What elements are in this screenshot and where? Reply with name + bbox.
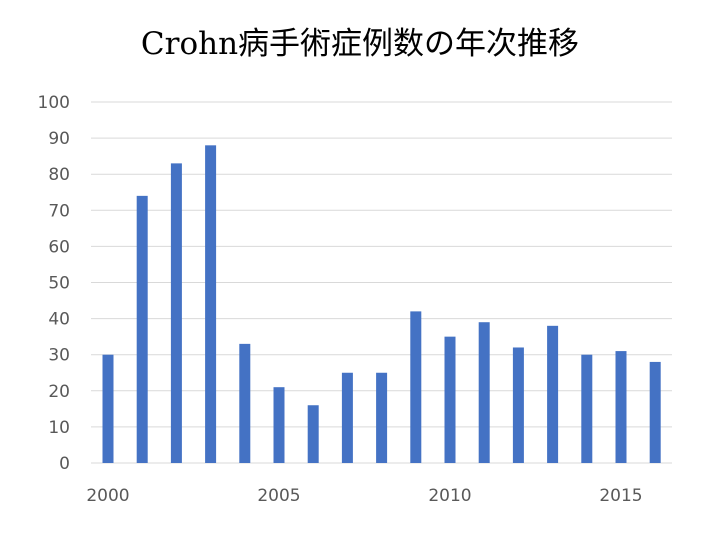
bar-2006 bbox=[307, 405, 319, 463]
y-tick-label: 60 bbox=[48, 237, 70, 257]
x-tick-label: 2010 bbox=[428, 486, 471, 506]
bar-2008 bbox=[376, 372, 388, 463]
bar-2014 bbox=[581, 354, 593, 463]
y-tick-label: 80 bbox=[48, 165, 70, 185]
x-axis-ticks: 2000 2005 2010 2015 bbox=[86, 486, 642, 506]
x-tick-label: 2015 bbox=[599, 486, 642, 506]
bar-2009 bbox=[410, 311, 422, 463]
bar-2011 bbox=[478, 322, 490, 463]
bar-2002 bbox=[170, 163, 182, 463]
y-tick-label: 30 bbox=[48, 346, 70, 366]
bar-2000 bbox=[102, 354, 114, 463]
y-tick-label: 50 bbox=[48, 274, 70, 294]
bar-2001 bbox=[136, 195, 148, 464]
bar-2012 bbox=[512, 347, 524, 463]
bar-2010 bbox=[444, 336, 456, 463]
y-axis-ticks: 0 10 20 30 40 50 60 70 80 90 100 bbox=[38, 93, 70, 474]
bar-2004 bbox=[239, 343, 251, 463]
chart-title: Crohn病手術症例数の年次推移 bbox=[140, 26, 580, 62]
y-tick-label: 90 bbox=[48, 129, 70, 149]
bar-2015 bbox=[615, 351, 627, 463]
y-tick-label: 100 bbox=[38, 93, 70, 113]
x-tick-label: 2000 bbox=[86, 486, 129, 506]
bar-2003 bbox=[205, 145, 217, 463]
x-tick-label: 2005 bbox=[257, 486, 300, 506]
bar-2007 bbox=[341, 372, 353, 463]
y-tick-label: 40 bbox=[48, 310, 70, 330]
bar-2013 bbox=[547, 325, 559, 463]
y-tick-label: 20 bbox=[48, 382, 70, 402]
bars bbox=[102, 145, 661, 464]
bar-2005 bbox=[273, 387, 285, 463]
y-tick-label: 0 bbox=[59, 454, 70, 474]
y-tick-label: 10 bbox=[48, 418, 70, 438]
y-tick-label: 70 bbox=[48, 201, 70, 221]
bar-2016 bbox=[649, 361, 661, 463]
